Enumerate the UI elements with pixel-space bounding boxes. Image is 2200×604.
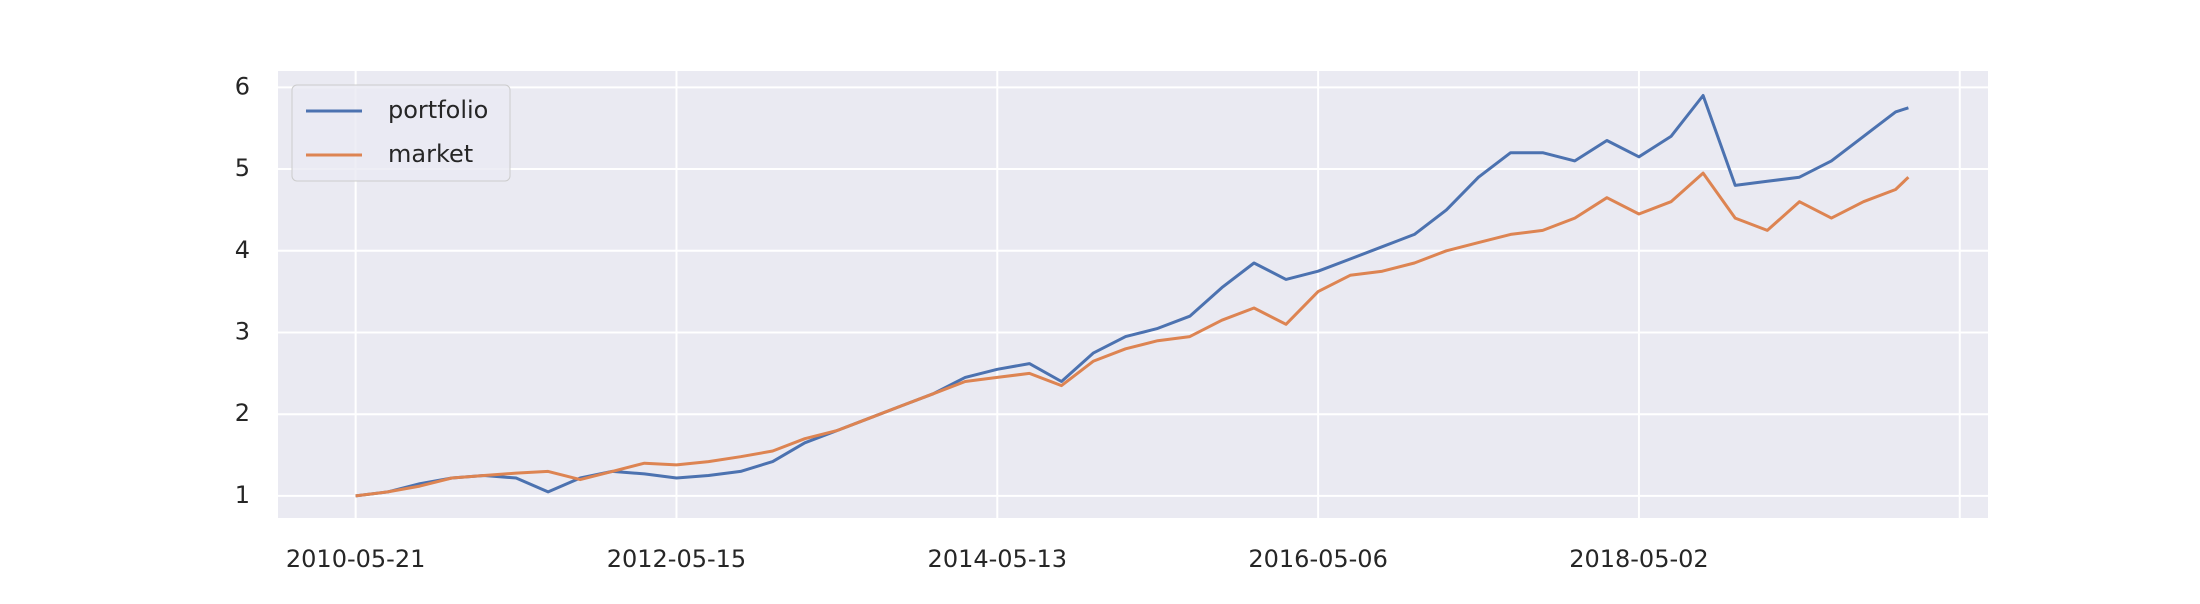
plot-area bbox=[278, 71, 1988, 518]
legend-label: portfolio bbox=[388, 96, 488, 124]
series-line bbox=[355, 171, 1910, 498]
x-tick-label: 2010-05-21 bbox=[286, 545, 425, 573]
y-tick-label: 5 bbox=[235, 154, 250, 182]
y-tick-label: 2 bbox=[235, 399, 250, 427]
y-tick-label: 1 bbox=[235, 481, 250, 509]
y-tick-label: 6 bbox=[235, 72, 250, 100]
x-tick-label: 2018-05-02 bbox=[1569, 545, 1708, 573]
y-tick-label: 3 bbox=[235, 317, 250, 345]
legend-label: market bbox=[388, 140, 473, 168]
series-line bbox=[355, 94, 1909, 498]
x-tick-label: 2016-05-06 bbox=[1248, 545, 1387, 573]
legend-box bbox=[291, 84, 511, 182]
x-tick-label: 2014-05-13 bbox=[928, 545, 1067, 573]
x-tick-label: 2012-05-15 bbox=[607, 545, 746, 573]
y-tick-label: 4 bbox=[235, 236, 250, 264]
